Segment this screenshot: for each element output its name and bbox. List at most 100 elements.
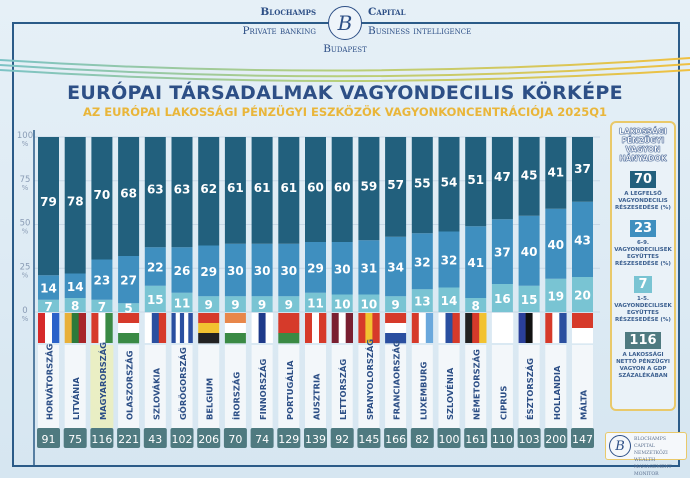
country-label: LITVÁNIA bbox=[70, 377, 81, 420]
bar-segment-bottom bbox=[438, 287, 460, 312]
country-label: AUSZTRIA bbox=[312, 373, 322, 420]
y-tick-unit: % bbox=[22, 315, 29, 323]
label-band bbox=[118, 345, 140, 428]
footer-logo-line: BLOCHAMPS CAPITAL bbox=[634, 437, 666, 449]
data-label: 26 bbox=[174, 264, 191, 278]
gdp-box bbox=[117, 428, 141, 448]
data-label: 10 bbox=[334, 297, 351, 311]
brand-header: Blochamps Private banking Capital Busine… bbox=[0, 2, 690, 62]
country-label: FRANCIAORSZÁG bbox=[391, 340, 402, 420]
legend-swatch: 116 bbox=[625, 332, 661, 349]
y-tick-unit: % bbox=[22, 140, 29, 148]
bar-segment-bottom bbox=[251, 296, 273, 312]
data-label: 47 bbox=[494, 170, 511, 184]
data-label: 7 bbox=[44, 300, 52, 314]
label-band bbox=[278, 345, 300, 428]
gdp-box bbox=[197, 428, 221, 448]
label-band bbox=[171, 345, 193, 428]
label-band bbox=[411, 345, 433, 428]
country-label: NÉMETORSZÁG bbox=[471, 349, 482, 420]
bar-segment-bottom bbox=[224, 296, 246, 312]
gdp-box bbox=[464, 428, 488, 448]
data-label: 30 bbox=[227, 264, 244, 278]
bar-segment-middle bbox=[358, 240, 380, 295]
gdp-value: 129 bbox=[278, 433, 299, 446]
country-label: BELGIUM bbox=[205, 378, 215, 420]
bar-segment-middle bbox=[518, 215, 540, 286]
data-label: 61 bbox=[227, 181, 244, 195]
country-label: ÉSZTORSZÁG bbox=[524, 358, 535, 420]
bar-segment-bottom bbox=[331, 294, 353, 312]
data-label: 8 bbox=[71, 299, 79, 313]
bar-segment-bottom bbox=[358, 294, 380, 312]
gdp-value: 82 bbox=[415, 433, 429, 446]
bar-segment-middle bbox=[91, 259, 113, 300]
bar-segment-top bbox=[278, 137, 300, 244]
data-label: 57 bbox=[387, 178, 404, 192]
footer-logo-line: NEMZETKÖZI WEALTH bbox=[634, 451, 668, 463]
bar-segment-bottom bbox=[278, 296, 300, 312]
gdp-box bbox=[250, 428, 274, 448]
gdp-value: 206 bbox=[198, 433, 219, 446]
bar-segment-middle bbox=[38, 275, 59, 300]
flag-icon bbox=[438, 313, 460, 343]
gdp-box bbox=[330, 428, 354, 448]
data-label: 60 bbox=[307, 180, 324, 194]
gdp-box bbox=[170, 428, 194, 448]
y-tick-label: 0 bbox=[22, 306, 27, 316]
flag-icon bbox=[545, 313, 567, 343]
label-band bbox=[572, 345, 593, 428]
country-label: SPANYOLORSZÁG bbox=[364, 339, 375, 420]
label-band bbox=[545, 345, 567, 428]
country-label: GÖRÖGORSZÁG bbox=[177, 347, 188, 420]
bar-segment-top bbox=[144, 137, 166, 248]
gdp-box bbox=[410, 428, 434, 448]
data-label: 60 bbox=[334, 180, 351, 194]
bar-segment-bottom bbox=[38, 299, 59, 312]
data-label: 55 bbox=[414, 176, 431, 190]
gdp-box bbox=[437, 428, 461, 448]
brand-business-intelligence: Business intelligence bbox=[368, 25, 472, 37]
bar-segment-top bbox=[64, 137, 86, 274]
bar-segment-bottom bbox=[144, 285, 166, 312]
data-label: 5 bbox=[124, 302, 132, 316]
data-label: 32 bbox=[414, 255, 431, 269]
data-label: 34 bbox=[387, 261, 404, 275]
data-label: 61 bbox=[280, 181, 297, 195]
footer-logo-text: BLOCHAMPS CAPITAL NEMZETKÖZI WEALTH MANA… bbox=[634, 436, 686, 478]
bar-segment-top bbox=[91, 137, 113, 260]
data-label: 41 bbox=[547, 165, 564, 179]
bar-segment-top bbox=[305, 137, 326, 242]
gdp-value: 70 bbox=[228, 433, 242, 446]
legend-item: 7 1-5. VAGYONDECILISEK EGYÜTTES RÉSZESEDÉ… bbox=[612, 268, 674, 324]
data-label: 30 bbox=[334, 262, 351, 276]
gdp-box bbox=[517, 428, 541, 448]
data-label: 8 bbox=[472, 299, 480, 313]
country-label: CIPRUS bbox=[498, 386, 508, 420]
y-tick-label: 50 bbox=[20, 219, 31, 229]
country-label: LUXEMBURG bbox=[418, 362, 428, 420]
data-label: 20 bbox=[574, 289, 591, 303]
data-label: 45 bbox=[521, 168, 538, 182]
data-label: 16 bbox=[494, 292, 511, 306]
legend-item: 116 A LAKOSSÁGI NETTÓ PÉNZÜGYI VAGYON A G… bbox=[612, 324, 674, 380]
data-label: 29 bbox=[307, 261, 324, 275]
label-band bbox=[491, 345, 513, 428]
country-label: MAGYARORSZÁG bbox=[97, 342, 108, 420]
label-band bbox=[518, 345, 540, 428]
gdp-value: 139 bbox=[305, 433, 326, 446]
label-band bbox=[465, 345, 487, 428]
country-label: PORTUGÁLIA bbox=[284, 360, 295, 420]
gdp-value: 221 bbox=[118, 433, 139, 446]
bar-segment-middle bbox=[278, 243, 300, 297]
bar-segment-middle bbox=[331, 242, 353, 295]
bar-segment-middle bbox=[545, 208, 567, 279]
data-label: 19 bbox=[547, 289, 564, 303]
data-label: 9 bbox=[391, 298, 399, 312]
bar-segment-middle bbox=[64, 273, 86, 298]
data-label: 13 bbox=[414, 295, 431, 309]
label-band bbox=[438, 345, 460, 428]
data-label: 79 bbox=[40, 195, 57, 209]
bar-segment-top bbox=[198, 137, 220, 246]
